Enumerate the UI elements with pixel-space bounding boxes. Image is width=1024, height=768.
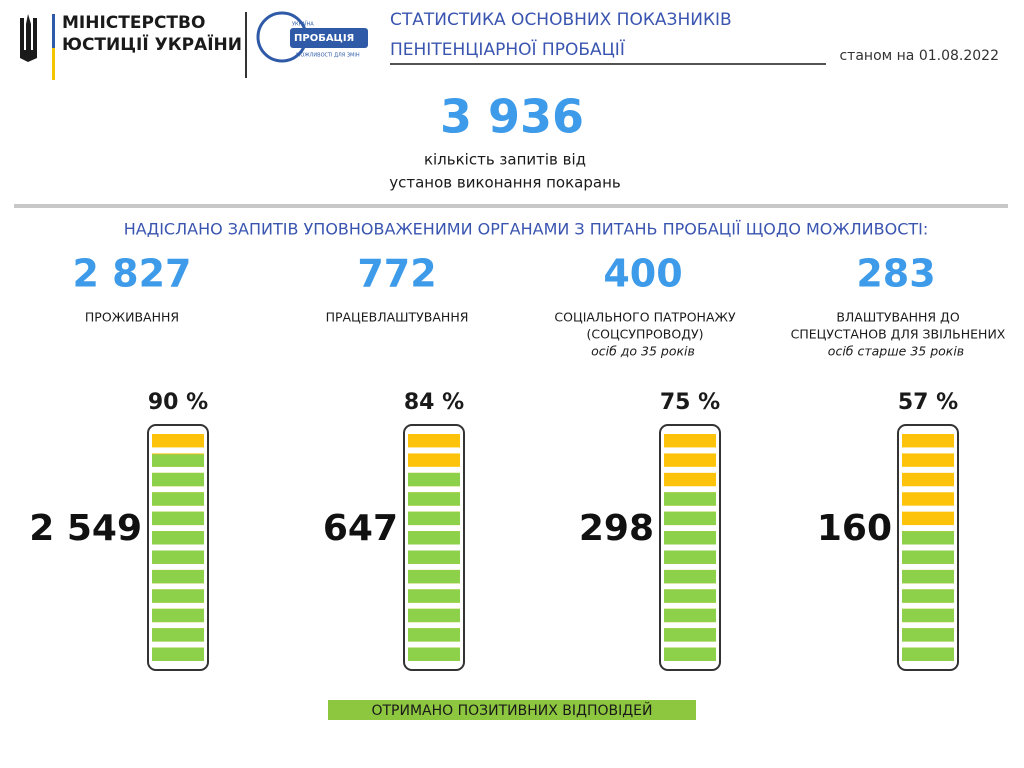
title-line: ПЕНІТЕНЦІАРНОЇ ПРОБАЦІЇ — [390, 39, 625, 60]
gauge-fill — [902, 647, 954, 661]
positive-count: 160 — [817, 508, 892, 549]
item-note: осіб до 35 років — [591, 344, 695, 359]
gauge-fill — [152, 550, 204, 564]
gauge-fill — [664, 550, 716, 564]
percent-label: 75 % — [660, 390, 720, 415]
date: станом на 01.08.2022 — [839, 48, 999, 64]
item-value: 283 — [856, 252, 935, 296]
total-caption: кількість запитів від — [424, 151, 586, 169]
gauge-segment — [902, 492, 954, 506]
gauge-fill — [664, 589, 716, 603]
gauge-fill — [408, 608, 460, 623]
gauge-segment — [152, 434, 204, 448]
emblem — [20, 14, 37, 62]
gauge-fill — [408, 569, 460, 584]
percent-label: 57 % — [898, 390, 958, 415]
separator — [14, 204, 1008, 208]
gauge-fill — [902, 550, 954, 564]
gauge-fill — [408, 589, 460, 603]
section-heading: НАДІСЛАНО ЗАПИТІВ УПОВНОВАЖЕНИМИ ОРГАНАМ… — [124, 220, 929, 239]
item-note: осіб старше 35 років — [828, 344, 964, 359]
gauge-fill — [152, 569, 204, 584]
gauge-fill — [152, 472, 204, 487]
positive-count: 2 549 — [29, 508, 142, 549]
gauge-fill — [408, 550, 460, 564]
gauge-segment — [664, 472, 716, 487]
title-line: СТАТИСТИКА ОСНОВНИХ ПОКАЗНИКІВ — [390, 10, 732, 30]
item-label: СПЕЦУСТАНОВ ДЛЯ ЗВІЛЬНЕНИХ — [791, 327, 1006, 342]
gauge-fill — [152, 454, 204, 467]
gauge-segment — [902, 434, 954, 448]
item-value: 772 — [357, 252, 436, 296]
gauge-fill — [664, 511, 716, 526]
gauge-fill — [664, 628, 716, 642]
gauge-segment — [902, 453, 954, 467]
flag-yellow — [52, 48, 55, 80]
positive-count: 647 — [323, 508, 398, 549]
gauge-fill — [152, 647, 204, 661]
percent-label: 90 % — [148, 390, 208, 415]
gauge-fill — [902, 608, 954, 623]
probation-logo: УКРАЇНА ПРОБАЦІЯ МОЖЛИВОСТІ ДЛЯ ЗМІН — [256, 11, 368, 63]
gauge-fill — [408, 647, 460, 661]
total-value: 3 936 — [440, 90, 584, 144]
flag-blue — [52, 14, 55, 48]
gauge-fill — [408, 531, 460, 545]
gauge-segment — [408, 434, 460, 448]
item-label: ВЛАШТУВАННЯ ДО — [836, 310, 959, 325]
item-label: ПРАЦЕВЛАШТУВАННЯ — [326, 310, 469, 325]
item-label: (СОЦСУПРОВОДУ) — [587, 327, 704, 342]
gauge-fill — [902, 531, 954, 545]
gauge-fill — [902, 589, 954, 603]
gauge-segment — [664, 453, 716, 467]
gauge-fill — [902, 569, 954, 584]
gauge-fill — [664, 531, 716, 545]
item-label: ПРОЖИВАННЯ — [85, 310, 179, 325]
gauge-segment — [902, 511, 954, 526]
gauge-fill — [152, 628, 204, 642]
item-value: 400 — [603, 252, 682, 296]
item-value: 2 827 — [73, 252, 192, 296]
gauge-fill — [664, 569, 716, 584]
gauge-segment — [408, 453, 460, 467]
gauge-fill — [408, 492, 460, 506]
logo-text: МОЖЛИВОСТІ ДЛЯ ЗМІН — [296, 53, 360, 59]
gauge-fill — [664, 492, 716, 506]
gauge-fill — [902, 628, 954, 642]
gauge-segment — [664, 434, 716, 448]
gauge-segment — [902, 472, 954, 487]
gauge-fill — [152, 608, 204, 623]
ministry-line: ЮСТИЦІЇ УКРАЇНИ — [62, 33, 242, 55]
gauge-fill — [408, 511, 460, 526]
positive-count: 298 — [579, 508, 654, 549]
logo-text: УКРАЇНА — [292, 21, 314, 28]
gauge-fill — [664, 647, 716, 661]
gauge-fill — [664, 608, 716, 623]
total-caption: установ виконання покарань — [389, 174, 620, 192]
gauge-fill — [152, 511, 204, 526]
gauge-fill — [152, 492, 204, 506]
percent-label: 84 % — [404, 390, 464, 415]
gauge-fill — [408, 472, 460, 487]
gauge-fill — [152, 531, 204, 545]
gauge-fill — [152, 589, 204, 603]
footer-band — [328, 700, 696, 720]
gauge-fill — [408, 628, 460, 642]
item-label: СОЦІАЛЬНОГО ПАТРОНАЖУ — [554, 310, 736, 325]
ministry-line: МІНІСТЕРСТВО — [62, 13, 205, 33]
logo-text: ПРОБАЦІЯ — [294, 33, 354, 44]
footer-label: ОТРИМАНО ПОЗИТИВНИХ ВІДПОВІДЕЙ — [371, 701, 652, 719]
